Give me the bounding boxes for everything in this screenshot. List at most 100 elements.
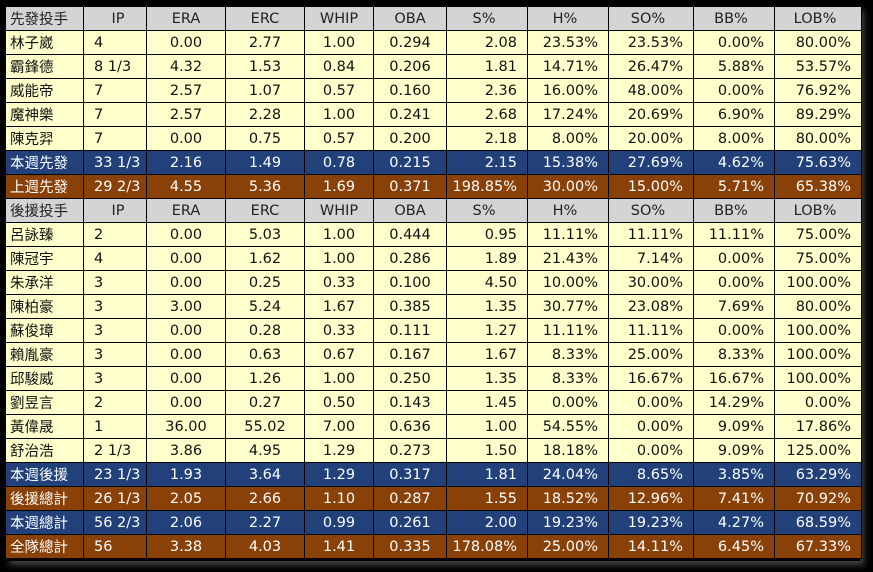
stat-cell: 2	[84, 223, 146, 246]
reliever-total-row: 本週總計 56 2/3 2.06 2.27 0.99 0.261 2.00 19.23% 19.…	[6, 511, 861, 534]
stat-cell: 1.41	[305, 535, 373, 558]
reliever-total-row: 本週後援 23 1/3 1.93 3.64 1.29 0.317 1.81 24.04% 8.6…	[6, 463, 861, 486]
stat-cell: 1.67	[305, 295, 373, 318]
stat-cell: 0.287	[374, 487, 446, 510]
stat-cell: 0.00	[147, 391, 225, 414]
stat-cell: 1.53	[226, 55, 304, 78]
stat-cell: 3.00	[147, 295, 225, 318]
stat-cell: 0.00%	[609, 439, 693, 462]
row-label-cell: 林子崴	[6, 31, 83, 54]
row-label-cell: 陳柏豪	[6, 295, 83, 318]
stat-cell: 0.99	[305, 511, 373, 534]
stat-cell: 25.00%	[528, 535, 608, 558]
stat-cell: 80.00%	[775, 127, 861, 150]
stat-cell: 4.62%	[694, 151, 774, 174]
stat-cell: 89.29%	[775, 103, 861, 126]
stat-cell: 80.00%	[775, 31, 861, 54]
stat-cell: 8.00%	[528, 127, 608, 150]
stat-cell: 3	[84, 271, 146, 294]
pitching-stats-table: 先發投手 IP ERA ERC WHIP OBA S% H% SO% BB% LOB% 林子崴 4 0.0…	[5, 6, 862, 559]
stat-cell: 3.38	[147, 535, 225, 558]
stat-cell: WHIP	[305, 199, 373, 222]
stat-cell: 0.27	[226, 391, 304, 414]
stat-cell: 3	[84, 295, 146, 318]
stat-cell: 0.167	[374, 343, 446, 366]
stat-cell: 76.92%	[775, 79, 861, 102]
stat-cell: 0.33	[305, 271, 373, 294]
row-label-cell: 魔神樂	[6, 103, 83, 126]
stat-cell: 2.36	[447, 79, 527, 102]
stat-cell: 0.50	[305, 391, 373, 414]
stat-cell: 0.25	[226, 271, 304, 294]
stat-cell: 33 1/3	[84, 151, 146, 174]
stat-cell: 0.00%	[694, 319, 774, 342]
stat-cell: ERC	[226, 199, 304, 222]
stat-cell: 14.11%	[609, 535, 693, 558]
stat-cell: 14.71%	[528, 55, 608, 78]
stat-cell: 23.53%	[609, 31, 693, 54]
stat-cell: 11.11%	[694, 223, 774, 246]
stat-cell: 5.36	[226, 175, 304, 198]
stat-cell: 125.00%	[775, 439, 861, 462]
stat-cell: 0.00	[147, 319, 225, 342]
stat-cell: ERA	[147, 7, 225, 30]
stat-cell: 54.55%	[528, 415, 608, 438]
stat-cell: 3	[84, 367, 146, 390]
reliever-row: 黃偉晟 1 36.00 55.02 7.00 0.636 1.00 54.55% 0.00% 9.…	[6, 415, 861, 438]
stat-cell: 4.32	[147, 55, 225, 78]
reliever-total-row: 全隊總計 56 3.38 4.03 1.41 0.335 178.08% 25.00% 14.1…	[6, 535, 861, 558]
stat-cell: 23 1/3	[84, 463, 146, 486]
stat-cell: 1.55	[447, 487, 527, 510]
stat-cell: 53.57%	[775, 55, 861, 78]
stat-cell: 5.71%	[694, 175, 774, 198]
stat-cell: 1.35	[447, 367, 527, 390]
stat-cell: H%	[528, 199, 608, 222]
stat-cell: 2.77	[226, 31, 304, 54]
stat-cell: 19.23%	[609, 511, 693, 534]
stat-cell: 2.15	[447, 151, 527, 174]
reliever-row: 呂詠臻 2 0.00 5.03 1.00 0.444 0.95 11.11% 11.11% 11.…	[6, 223, 861, 246]
stat-cell: 70.92%	[775, 487, 861, 510]
stat-cell: 0.00	[147, 31, 225, 54]
starter-row: 霸鋒德 8 1/3 4.32 1.53 0.84 0.206 1.81 14.71% 26.47…	[6, 55, 861, 78]
stat-cell: 1.00	[447, 415, 527, 438]
stat-cell: 7	[84, 103, 146, 126]
stat-cell: 1.29	[305, 439, 373, 462]
stat-cell: 1.45	[447, 391, 527, 414]
stat-cell: 3.86	[147, 439, 225, 462]
stat-cell: SO%	[609, 199, 693, 222]
stat-cell: 0.385	[374, 295, 446, 318]
stat-cell: 0.00	[147, 271, 225, 294]
stat-cell: 1.35	[447, 295, 527, 318]
stat-cell: 0.67	[305, 343, 373, 366]
stat-cell: 68.59%	[775, 511, 861, 534]
stat-cell: 15.00%	[609, 175, 693, 198]
stat-cell: 1.00	[305, 31, 373, 54]
reliever-row: 邱駿威 3 0.00 1.26 1.00 0.250 1.35 8.33% 16.67% 16.6…	[6, 367, 861, 390]
stat-cell: 0.00%	[694, 247, 774, 270]
stat-cell: 75.00%	[775, 223, 861, 246]
stat-cell: OBA	[374, 7, 446, 30]
stat-cell: 0.63	[226, 343, 304, 366]
stat-cell: 12.96%	[609, 487, 693, 510]
stat-cell: S%	[447, 199, 527, 222]
stat-cell: 1.50	[447, 439, 527, 462]
stat-cell: 2.08	[447, 31, 527, 54]
stat-cell: 19.23%	[528, 511, 608, 534]
stat-cell: 8.33%	[528, 343, 608, 366]
reliever-total-row: 後援總計 26 1/3 2.05 2.66 1.10 0.287 1.55 18.52% 12.…	[6, 487, 861, 510]
stat-cell: 0.00	[147, 367, 225, 390]
starter-row: 林子崴 4 0.00 2.77 1.00 0.294 2.08 23.53% 23.53% 0.0…	[6, 31, 861, 54]
reliever-row: 陳冠宇 4 0.00 1.62 1.00 0.286 1.89 21.43% 7.14% 0.00…	[6, 247, 861, 270]
stat-cell: 1.00	[305, 367, 373, 390]
stat-cell: 10.00%	[528, 271, 608, 294]
stat-cell: 0.00	[147, 127, 225, 150]
stat-cell: 11.11%	[609, 223, 693, 246]
stat-cell: 0.317	[374, 463, 446, 486]
stat-cell: 0.75	[226, 127, 304, 150]
stat-cell: OBA	[374, 199, 446, 222]
stat-cell: 100.00%	[775, 319, 861, 342]
stat-cell: 1.93	[147, 463, 225, 486]
stat-cell: 2.06	[147, 511, 225, 534]
stat-cell: 4.27%	[694, 511, 774, 534]
